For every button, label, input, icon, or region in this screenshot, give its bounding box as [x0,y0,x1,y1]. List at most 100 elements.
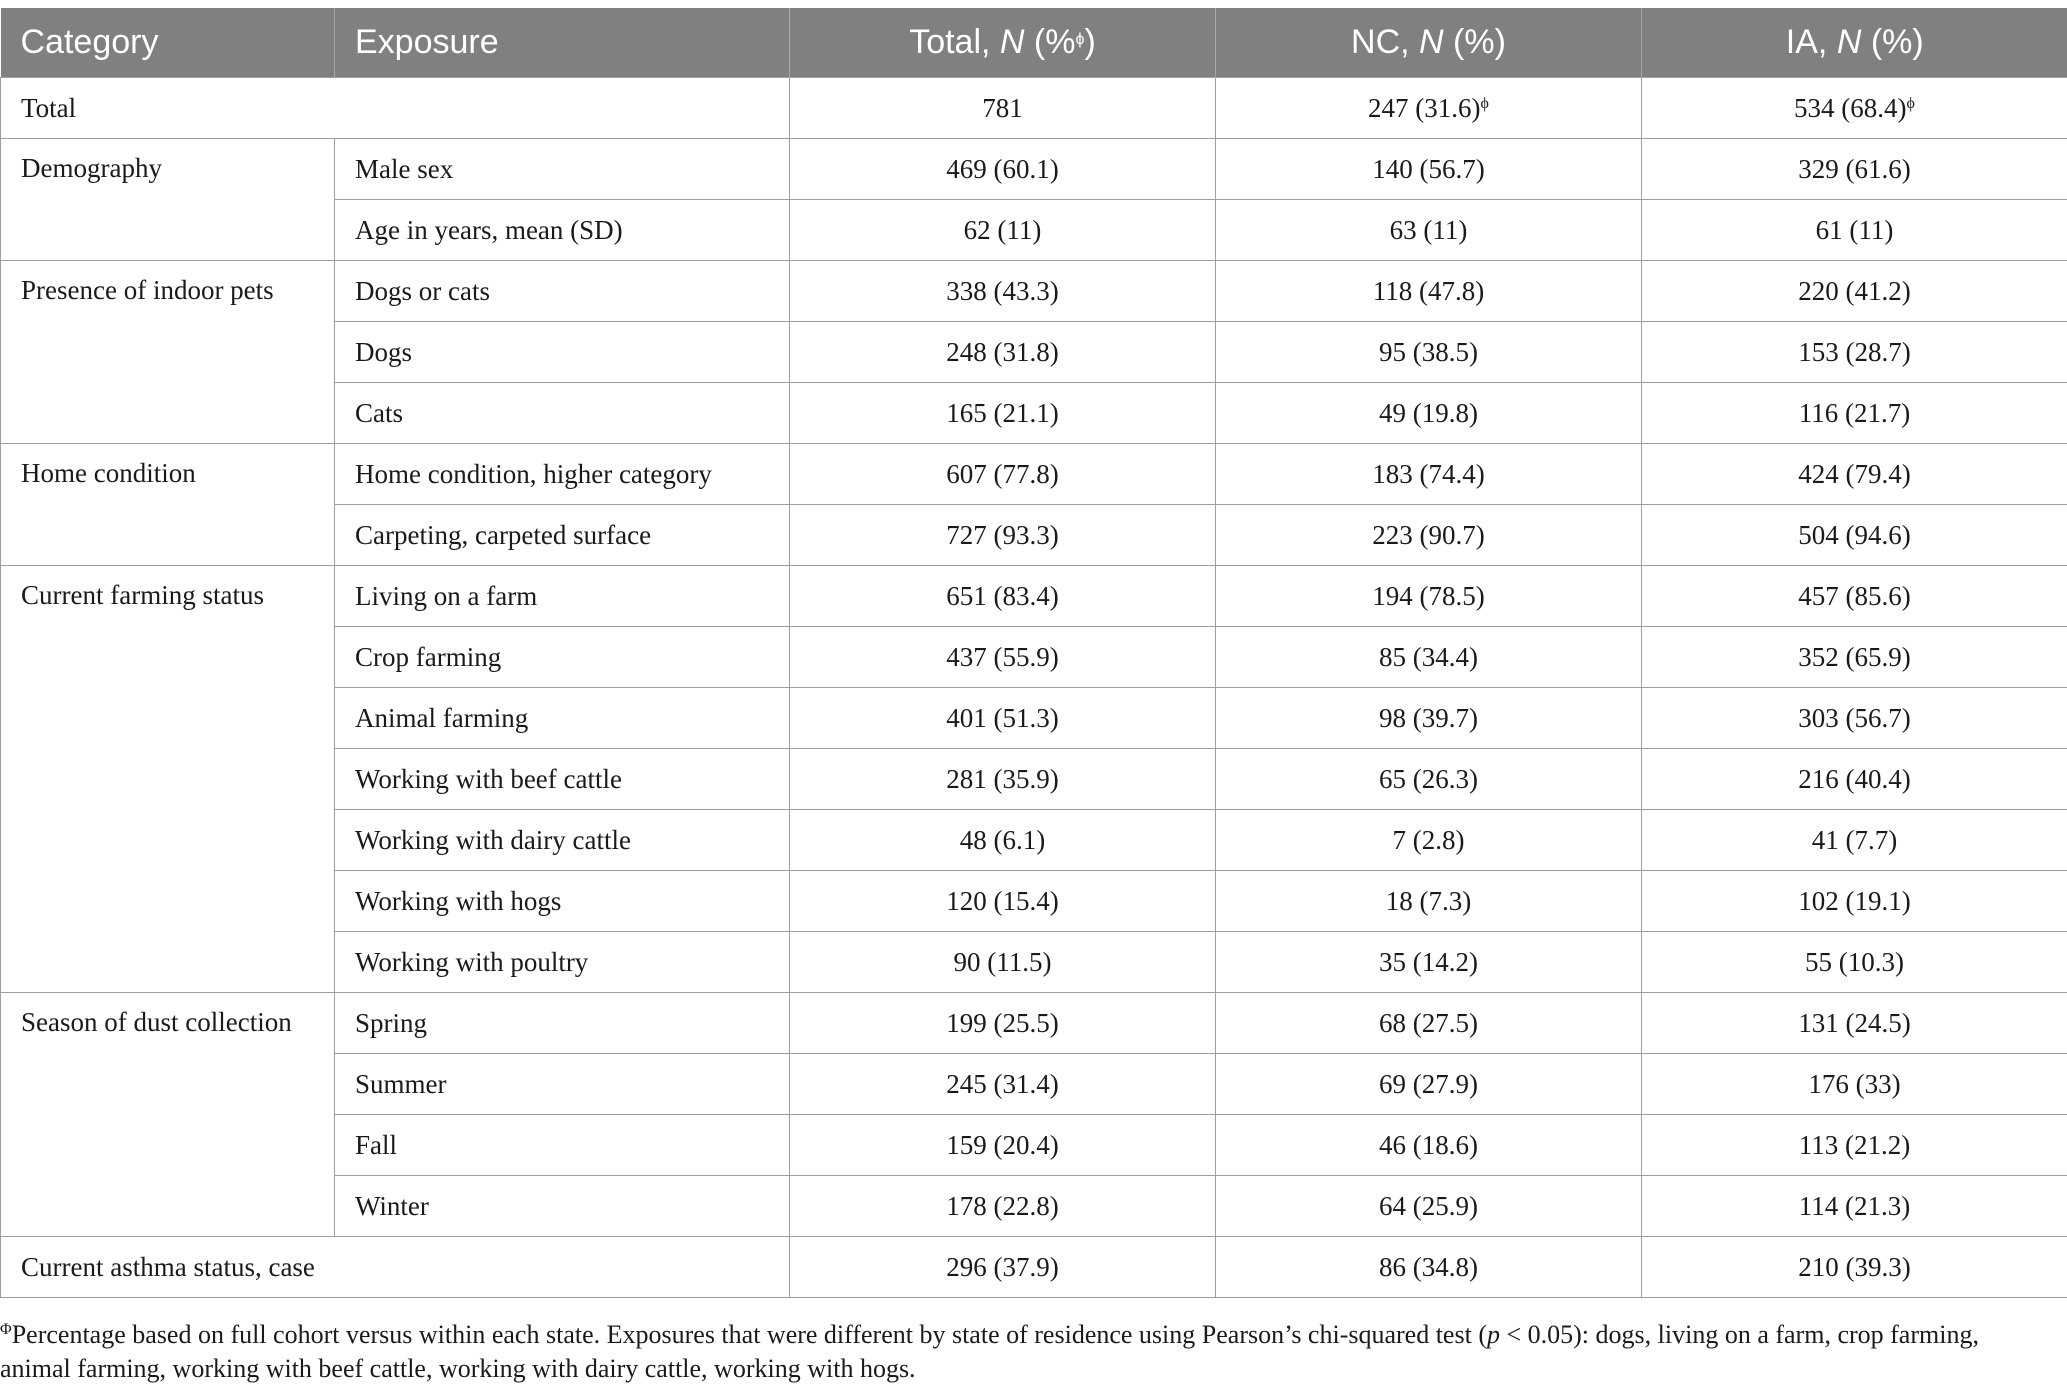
table-row: Home condition Home condition, higher cat… [0,443,2067,566]
nc-cell: 85 (34.4) [1215,626,1642,688]
category-cell: Home condition [0,443,335,566]
total-cell: 281 (35.9) [789,748,1216,810]
total-cell: 607 (77.8) [789,443,1216,505]
ia-cell: 176 (33) [1641,1053,2067,1115]
nc-cell: 98 (39.7) [1215,687,1642,749]
ia-cell: 216 (40.4) [1641,748,2067,810]
data-table: Category Exposure Total, N (%ϕ) NC, N (%… [0,8,2067,1298]
asthma-row-nc: 86 (34.8) [1215,1236,1642,1298]
table-row: Crop farming 437 (55.9) 85 (34.4) 352 (65.9… [1,626,2067,688]
exposure-cell: Spring [334,992,790,1054]
header-row: Category Exposure Total, N (%ϕ) NC, N (%… [0,8,2067,78]
nc-cell: 35 (14.2) [1215,931,1642,993]
nc-cell: 63 (11) [1215,199,1642,261]
ia-cell: 220 (41.2) [1641,260,2067,322]
table-row: Demography Male sex 469 (60.1) 140 (56.7) 32… [0,138,2067,261]
total-cell: 401 (51.3) [789,687,1216,749]
table-row: Current farming status Living on a farm 65… [0,565,2067,993]
ia-cell: 102 (19.1) [1641,870,2067,932]
nc-cell: 69 (27.9) [1215,1053,1642,1115]
nc-cell: 140 (56.7) [1215,138,1642,200]
category-cell: Current farming status [0,565,335,993]
exposure-cell: Cats [334,382,790,444]
total-row-ia: 534 (68.4)ϕ [1641,77,2067,139]
category-cell: Presence of indoor pets [0,260,335,444]
ia-cell: 504 (94.6) [1641,504,2067,566]
ia-cell: 61 (11) [1641,199,2067,261]
table-row: Fall 159 (20.4) 46 (18.6) 113 (21.2) [1,1114,2067,1176]
ia-cell: 424 (79.4) [1641,443,2067,505]
exposure-cell: Working with dairy cattle [334,809,790,871]
total-cell: 651 (83.4) [789,565,1216,627]
table-row: Cats 165 (21.1) 49 (19.8) 116 (21.7) [1,382,2067,444]
exposure-cell: Dogs or cats [334,260,790,322]
table-row: Summer 245 (31.4) 69 (27.9) 176 (33) [1,1053,2067,1115]
ia-cell: 329 (61.6) [1641,138,2067,200]
nc-cell: 46 (18.6) [1215,1114,1642,1176]
asthma-row-ia: 210 (39.3) [1641,1236,2067,1298]
table-footnote: ΦPercentage based on full cohort versus … [0,1320,1979,1383]
total-cell: 199 (25.5) [789,992,1216,1054]
total-cell: 437 (55.9) [789,626,1216,688]
ia-cell: 153 (28.7) [1641,321,2067,383]
exposure-cell: Dogs [334,321,790,383]
table-row: Carpeting, carpeted surface 727 (93.3) 223… [1,504,2067,566]
header-nc: NC, N (%) [1215,8,1642,78]
header-category: Category [0,8,335,78]
table-row: Animal farming 401 (51.3) 98 (39.7) 303 (56… [1,687,2067,749]
ia-cell: 457 (85.6) [1641,565,2067,627]
exposure-cell: Working with hogs [334,870,790,932]
ia-cell: 55 (10.3) [1641,931,2067,993]
ia-cell: 113 (21.2) [1641,1114,2067,1176]
total-cell: 248 (31.8) [789,321,1216,383]
ia-cell: 116 (21.7) [1641,382,2067,444]
nc-cell: 49 (19.8) [1215,382,1642,444]
nc-cell: 183 (74.4) [1215,443,1642,505]
exposure-cell: Working with poultry [334,931,790,993]
exposure-cell: Fall [334,1114,790,1176]
table-row: Presence of indoor pets Dogs or cats 338 (… [0,260,2067,444]
exposure-cell: Crop farming [334,626,790,688]
nc-cell: 7 (2.8) [1215,809,1642,871]
total-row: Total 781 247 (31.6)ϕ 534 (68.4)ϕ [0,77,2067,139]
ia-cell: 114 (21.3) [1641,1175,2067,1237]
exposure-cell: Age in years, mean (SD) [334,199,790,261]
total-cell: 165 (21.1) [789,382,1216,444]
total-row-nc: 247 (31.6)ϕ [1215,77,1642,139]
header-ia: IA, N (%) [1641,8,2067,78]
total-cell: 245 (31.4) [789,1053,1216,1115]
exposure-cell: Male sex [334,138,790,200]
table-row: Working with poultry 90 (11.5) 35 (14.2) 55… [1,931,2067,993]
nc-cell: 223 (90.7) [1215,504,1642,566]
ia-cell: 41 (7.7) [1641,809,2067,871]
total-row-total: 781 [789,77,1216,139]
exposure-cell: Working with beef cattle [334,748,790,810]
total-cell: 159 (20.4) [789,1114,1216,1176]
total-cell: 338 (43.3) [789,260,1216,322]
ia-cell: 303 (56.7) [1641,687,2067,749]
exposure-cell: Carpeting, carpeted surface [334,504,790,566]
header-total: Total, N (%ϕ) [789,8,1216,78]
exposure-cell: Summer [334,1053,790,1115]
exposure-cell: Living on a farm [334,565,790,627]
table-row: Season of dust collection Spring 199 (25.5… [0,992,2067,1237]
total-cell: 62 (11) [789,199,1216,261]
ia-cell: 131 (24.5) [1641,992,2067,1054]
header-exposure: Exposure [334,8,790,78]
table-row: Working with beef cattle 281 (35.9) 65 (26… [1,748,2067,810]
category-cell: Season of dust collection [0,992,335,1237]
asthma-row-label: Current asthma status, case [0,1236,790,1298]
ia-cell: 352 (65.9) [1641,626,2067,688]
nc-cell: 65 (26.3) [1215,748,1642,810]
exposure-cell: Home condition, higher category [334,443,790,505]
total-cell: 469 (60.1) [789,138,1216,200]
total-cell: 178 (22.8) [789,1175,1216,1237]
nc-cell: 194 (78.5) [1215,565,1642,627]
nc-cell: 118 (47.8) [1215,260,1642,322]
nc-cell: 95 (38.5) [1215,321,1642,383]
table-row: Working with hogs 120 (15.4) 18 (7.3) 102 (… [1,870,2067,932]
category-cell: Demography [0,138,335,261]
footnote-symbol: Φ [0,1321,12,1338]
total-row-label: Total [0,77,790,139]
asthma-row: Current asthma status, case 296 (37.9) 8… [0,1236,2067,1298]
